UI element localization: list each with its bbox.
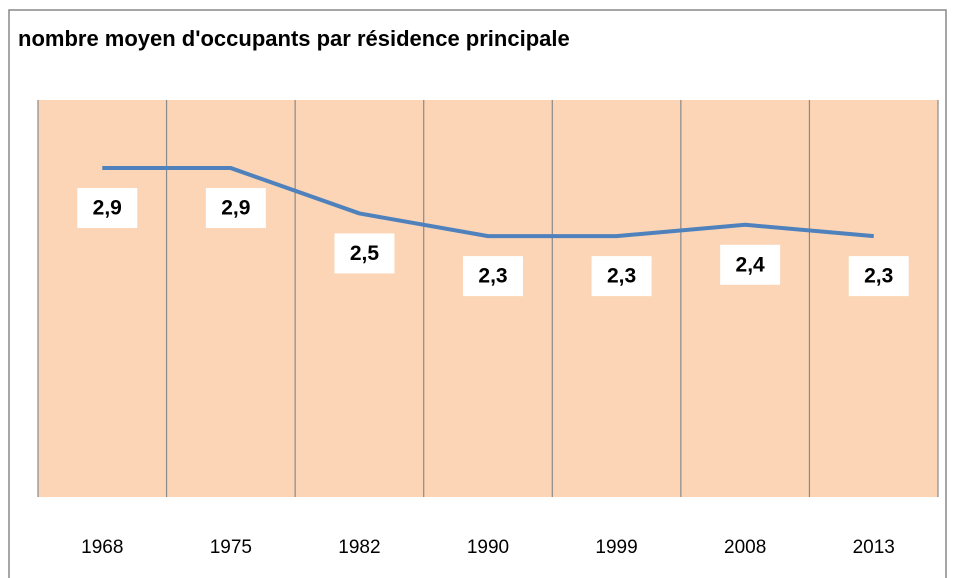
x-tick-label: 1990 [467,537,509,558]
data-label: 2,9 [221,197,250,220]
x-tick-label: 1999 [595,537,637,558]
data-label-box [463,256,523,297]
data-label: 2,4 [736,253,766,276]
data-label: 2,5 [350,242,380,265]
data-label-box [334,233,395,274]
data-label-box [591,256,652,297]
data-label-box [848,256,909,297]
data-label: 2,3 [864,265,893,288]
data-label: 2,3 [607,265,636,288]
data-label-box [720,244,781,285]
chart-title: nombre moyen d'occupants par résidence p… [18,26,570,51]
x-tick-label: 1975 [210,537,252,558]
x-tick-label: 2008 [724,537,766,558]
x-tick-label: 1982 [338,537,380,558]
data-label: 2,3 [478,265,507,288]
data-label-box [77,188,138,229]
x-tick-label: 2013 [853,537,895,558]
x-tick-label: 1968 [81,537,123,558]
data-label-box [205,188,266,229]
plot-area [38,100,938,497]
series-line [102,166,874,239]
data-label: 2,9 [93,197,122,220]
